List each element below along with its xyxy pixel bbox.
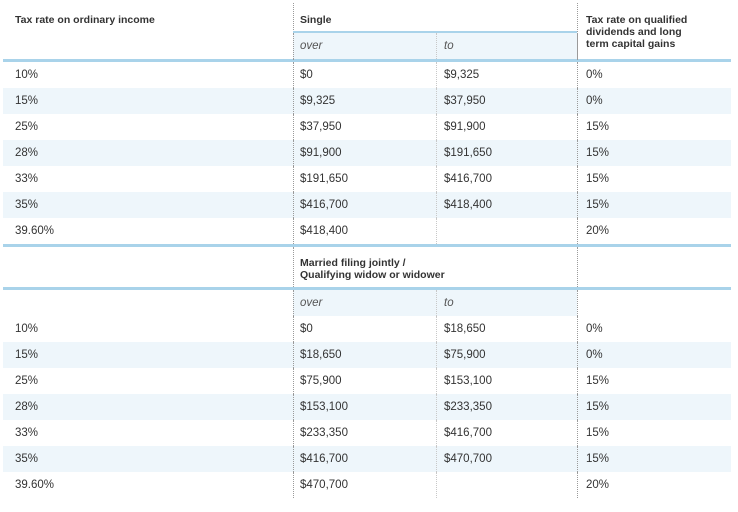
table-row: 35% $416,700 $470,700 15%: [3, 446, 731, 472]
single-header-bottom-rule: [3, 59, 731, 62]
to-cell: $416,700: [436, 420, 577, 446]
capital-gains-cell: 0%: [577, 316, 731, 342]
to-cell: [436, 472, 577, 498]
rate-cell: 25%: [15, 121, 39, 133]
table-row: 39.60% $470,700 20%: [3, 472, 731, 498]
header-married: Married filing jointly / Qualifying wido…: [293, 247, 577, 287]
capital-gains-cell: 15%: [577, 114, 731, 140]
rate-cell: 35%: [15, 453, 39, 465]
capital-gains-cell: 0%: [577, 342, 731, 368]
table-row: 35% $416,700 $418,400 15%: [3, 192, 731, 218]
to-cell: $191,650: [436, 140, 577, 166]
to-cell: $233,350: [436, 394, 577, 420]
table-header-row: Tax rate on ordinary income Single Tax r…: [3, 3, 731, 60]
to-cell: $418,400: [436, 192, 577, 218]
over-cell: $9,325: [293, 88, 436, 114]
table-row: 10% $0 $9,325 0%: [3, 62, 731, 88]
over-cell: $418,400: [293, 218, 436, 244]
capital-gains-cell: 0%: [577, 88, 731, 114]
over-cell: $18,650: [293, 342, 436, 368]
married-to-label: to: [436, 290, 577, 316]
capital-gains-cell: 15%: [577, 166, 731, 192]
to-cell: $18,650: [436, 316, 577, 342]
rate-cell: 33%: [15, 173, 39, 185]
header-capital-gains-line1: Tax rate on qualified: [586, 14, 688, 26]
rate-cell: 28%: [15, 147, 39, 159]
married-over-label: over: [293, 290, 436, 316]
over-cell: $0: [293, 62, 436, 88]
single-subheader-row: over to: [3, 33, 731, 59]
tax-rate-table: Tax rate on ordinary income Single Tax r…: [3, 3, 731, 498]
rate-cell: 39.60%: [15, 479, 55, 491]
header-married-line2: Qualifying widow or widower: [300, 269, 445, 281]
to-cell: $153,100: [436, 368, 577, 394]
married-subheader-row: over to: [3, 290, 731, 316]
married-rows: 10% $0 $18,650 0% 15% $18,650 $75,900 0% 25% $75,…: [3, 316, 731, 498]
married-header-row: Married filing jointly / Qualifying wido…: [3, 247, 731, 287]
over-cell: $0: [293, 316, 436, 342]
rate-cell: 25%: [15, 375, 39, 387]
over-cell: $233,350: [293, 420, 436, 446]
over-cell: $416,700: [293, 446, 436, 472]
table-row: 28% $153,100 $233,350 15%: [3, 394, 731, 420]
single-over-label: over: [293, 33, 436, 59]
married-header-rule: [3, 287, 731, 290]
over-cell: $191,650: [293, 166, 436, 192]
to-cell: $416,700: [436, 166, 577, 192]
over-cell: $37,950: [293, 114, 436, 140]
section-divider-rule: [3, 244, 731, 247]
to-cell: $37,950: [436, 88, 577, 114]
table-row: 10% $0 $18,650 0%: [3, 316, 731, 342]
rate-cell: 10%: [15, 323, 39, 335]
table-row: 33% $233,350 $416,700 15%: [3, 420, 731, 446]
table-row: 25% $75,900 $153,100 15%: [3, 368, 731, 394]
capital-gains-cell: 15%: [577, 394, 731, 420]
table-row: 15% $18,650 $75,900 0%: [3, 342, 731, 368]
over-cell: $75,900: [293, 368, 436, 394]
single-rows: 10% $0 $9,325 0% 15% $9,325 $37,950 0% 25% $37,95…: [3, 62, 731, 244]
capital-gains-cell: 15%: [577, 140, 731, 166]
header-capital-gains-line3: term capital gains: [586, 38, 676, 50]
capital-gains-cell: 20%: [577, 218, 731, 244]
rate-cell: 35%: [15, 199, 39, 211]
rate-cell: 28%: [15, 401, 39, 413]
rate-cell: 15%: [15, 95, 39, 107]
header-capital-gains-line2: dividends and long: [586, 26, 682, 38]
capital-gains-cell: 15%: [577, 446, 731, 472]
over-cell: $470,700: [293, 472, 436, 498]
header-capital-gains: Tax rate on qualified dividends and long…: [577, 3, 731, 60]
capital-gains-cell: 0%: [577, 62, 731, 88]
to-cell: $75,900: [436, 342, 577, 368]
capital-gains-cell: 15%: [577, 420, 731, 446]
rate-cell: 33%: [15, 427, 39, 439]
to-cell: $9,325: [436, 62, 577, 88]
to-cell: $91,900: [436, 114, 577, 140]
table-row: 39.60% $418,400 20%: [3, 218, 731, 244]
capital-gains-cell: 15%: [577, 192, 731, 218]
over-cell: $153,100: [293, 394, 436, 420]
capital-gains-cell: 20%: [577, 472, 731, 498]
header-ordinary-income: Tax rate on ordinary income: [15, 14, 155, 26]
table-row: 15% $9,325 $37,950 0%: [3, 88, 731, 114]
to-cell: [436, 218, 577, 244]
capital-gains-cell: 15%: [577, 368, 731, 394]
rate-cell: 39.60%: [15, 225, 55, 237]
rate-cell: 15%: [15, 349, 39, 361]
over-cell: $91,900: [293, 140, 436, 166]
single-to-label: to: [436, 33, 577, 59]
rate-cell: 10%: [15, 69, 39, 81]
table-row: 28% $91,900 $191,650 15%: [3, 140, 731, 166]
table-row: 33% $191,650 $416,700 15%: [3, 166, 731, 192]
header-married-line1: Married filing jointly /: [300, 257, 406, 269]
over-cell: $416,700: [293, 192, 436, 218]
table-row: 25% $37,950 $91,900 15%: [3, 114, 731, 140]
to-cell: $470,700: [436, 446, 577, 472]
single-header-rule: [293, 31, 577, 33]
